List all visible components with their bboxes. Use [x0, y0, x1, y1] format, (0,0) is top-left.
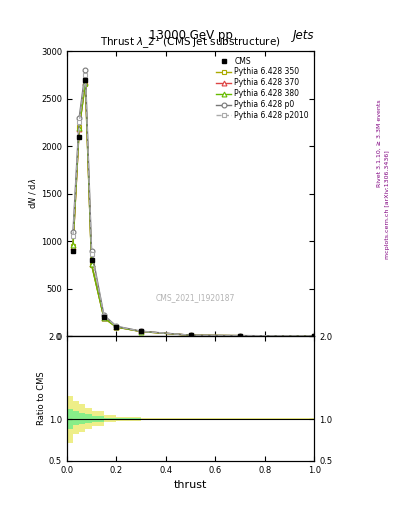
CMS — [101, 314, 106, 320]
Pythia 6.428 p2010 — [188, 332, 193, 338]
Pythia 6.428 p2010 — [114, 324, 119, 330]
Pythia 6.428 380 — [238, 333, 242, 339]
Pythia 6.428 380 — [77, 125, 82, 131]
CMS — [114, 324, 119, 330]
Pythia 6.428 370 — [188, 332, 193, 338]
Pythia 6.428 p2010 — [312, 333, 317, 339]
Pythia 6.428 p2010 — [139, 328, 143, 334]
Pythia 6.428 350 — [238, 333, 242, 339]
Pythia 6.428 p2010 — [89, 250, 94, 257]
Text: Rivet 3.1.10, ≥ 3.3M events: Rivet 3.1.10, ≥ 3.3M events — [377, 99, 382, 187]
Pythia 6.428 370 — [89, 261, 94, 267]
Pythia 6.428 380 — [188, 332, 193, 338]
Title: Thrust $\lambda$_2$^1$ (CMS jet substructure): Thrust $\lambda$_2$^1$ (CMS jet substruc… — [100, 35, 281, 51]
Line: Pythia 6.428 p2010: Pythia 6.428 p2010 — [71, 73, 317, 338]
Pythia 6.428 p0 — [101, 312, 106, 318]
Text: CMS_2021_I1920187: CMS_2021_I1920187 — [156, 293, 235, 302]
Line: Pythia 6.428 350: Pythia 6.428 350 — [71, 82, 317, 338]
Line: Pythia 6.428 380: Pythia 6.428 380 — [71, 80, 317, 338]
Pythia 6.428 350 — [77, 124, 82, 130]
Pythia 6.428 p0 — [188, 332, 193, 338]
Legend: CMS, Pythia 6.428 350, Pythia 6.428 370, Pythia 6.428 380, Pythia 6.428 p0, Pyth: CMS, Pythia 6.428 350, Pythia 6.428 370,… — [215, 55, 310, 122]
X-axis label: thrust: thrust — [174, 480, 207, 490]
Line: Pythia 6.428 370: Pythia 6.428 370 — [71, 79, 317, 338]
Pythia 6.428 p2010 — [238, 333, 242, 339]
Y-axis label: $\mathrm{d}N$ / $\mathrm{d}\lambda$: $\mathrm{d}N$ / $\mathrm{d}\lambda$ — [27, 178, 38, 209]
Pythia 6.428 350 — [71, 243, 75, 249]
Pythia 6.428 350 — [312, 333, 317, 339]
Pythia 6.428 p2010 — [101, 313, 106, 319]
Pythia 6.428 370 — [238, 333, 242, 339]
CMS — [238, 333, 242, 339]
Text: mcplots.cern.ch [arXiv:1306.3436]: mcplots.cern.ch [arXiv:1306.3436] — [385, 151, 389, 259]
Pythia 6.428 p2010 — [71, 233, 75, 240]
Line: CMS: CMS — [71, 77, 317, 338]
Pythia 6.428 p0 — [89, 248, 94, 254]
Pythia 6.428 p0 — [139, 328, 143, 334]
Pythia 6.428 p0 — [238, 333, 242, 339]
Pythia 6.428 p0 — [77, 115, 82, 121]
Y-axis label: Ratio to CMS: Ratio to CMS — [37, 372, 46, 425]
Pythia 6.428 p2010 — [77, 119, 82, 125]
Pythia 6.428 370 — [114, 324, 119, 330]
Pythia 6.428 370 — [83, 78, 88, 84]
Pythia 6.428 350 — [89, 262, 94, 268]
Pythia 6.428 350 — [114, 324, 119, 330]
Pythia 6.428 380 — [89, 261, 94, 267]
CMS — [71, 248, 75, 254]
Line: Pythia 6.428 p0: Pythia 6.428 p0 — [71, 68, 317, 338]
Pythia 6.428 380 — [114, 324, 119, 330]
Pythia 6.428 p0 — [114, 323, 119, 329]
CMS — [89, 257, 94, 263]
Text: 13000 GeV pp: 13000 GeV pp — [149, 29, 233, 42]
CMS — [312, 333, 317, 339]
Pythia 6.428 370 — [139, 328, 143, 334]
Pythia 6.428 370 — [101, 314, 106, 321]
Pythia 6.428 p0 — [71, 228, 75, 234]
CMS — [83, 77, 88, 83]
Pythia 6.428 380 — [83, 79, 88, 86]
Pythia 6.428 370 — [77, 126, 82, 132]
CMS — [188, 332, 193, 338]
Pythia 6.428 370 — [312, 333, 317, 339]
Pythia 6.428 380 — [71, 242, 75, 248]
Pythia 6.428 350 — [139, 329, 143, 335]
Pythia 6.428 350 — [188, 332, 193, 338]
Pythia 6.428 350 — [101, 315, 106, 321]
Pythia 6.428 p2010 — [83, 72, 88, 78]
Pythia 6.428 p0 — [312, 333, 317, 339]
Pythia 6.428 380 — [312, 333, 317, 339]
Pythia 6.428 380 — [101, 315, 106, 321]
CMS — [139, 328, 143, 334]
Text: Jets: Jets — [293, 29, 314, 42]
Pythia 6.428 350 — [83, 81, 88, 88]
Pythia 6.428 380 — [139, 329, 143, 335]
Pythia 6.428 370 — [71, 244, 75, 250]
Pythia 6.428 p0 — [83, 67, 88, 73]
CMS — [77, 134, 82, 140]
